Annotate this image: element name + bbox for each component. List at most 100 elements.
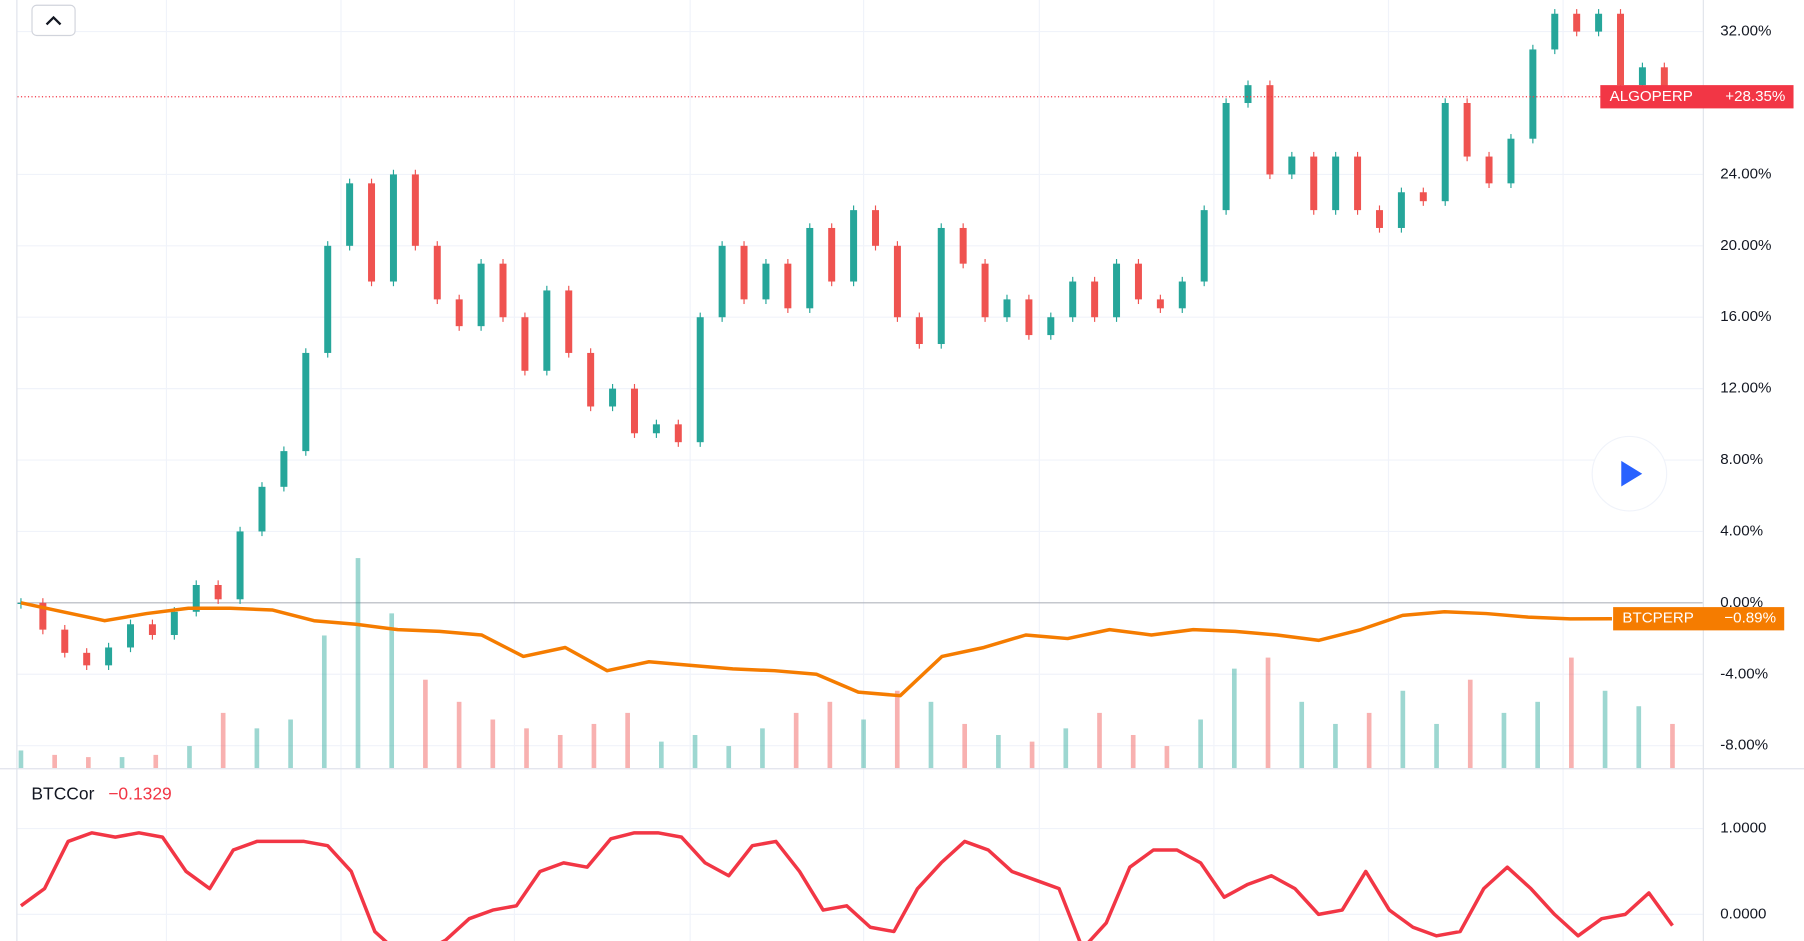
candle-body	[1595, 13, 1603, 32]
volume-bar	[1434, 723, 1439, 769]
candle-body	[1266, 85, 1274, 175]
play-button[interactable]	[1591, 435, 1668, 512]
candle-body	[39, 602, 47, 630]
candle-body	[455, 299, 463, 327]
volume-bar	[1400, 690, 1406, 769]
candle-body	[148, 624, 156, 635]
main-pane	[17, 9, 1703, 769]
volume-bar	[1670, 723, 1675, 769]
btc-line	[20, 601, 1612, 698]
indicator-value: −0.1329	[108, 784, 172, 804]
candle-body	[1200, 210, 1208, 282]
candle-body	[477, 263, 485, 327]
candle-body	[1222, 103, 1230, 211]
candle-body	[1573, 13, 1581, 32]
volume-bar	[1299, 701, 1305, 769]
volume-bar	[423, 679, 428, 769]
y-tick-label: 16.00%	[1720, 308, 1771, 325]
volume-bar	[153, 754, 159, 769]
candle-body	[1069, 281, 1077, 318]
volume-bar	[1029, 741, 1035, 769]
volume-bar	[355, 558, 361, 769]
candle-body	[630, 388, 638, 434]
volume-bar	[220, 712, 226, 769]
volume-bar	[1467, 679, 1473, 769]
candle-body	[389, 174, 397, 282]
grid	[17, 0, 1703, 941]
y-tick-label: 12.00%	[1720, 380, 1771, 397]
candle-body	[433, 245, 441, 300]
candle-body	[258, 486, 266, 532]
candle-body	[192, 585, 200, 612]
collapse-button[interactable]	[31, 4, 76, 37]
price-badge	[1600, 85, 1794, 109]
candle-body	[83, 652, 91, 666]
candle-body	[959, 227, 967, 264]
candle-body	[872, 210, 880, 246]
candle-body	[1463, 103, 1471, 157]
volume-bar	[1501, 712, 1507, 769]
volume-bar	[1333, 723, 1338, 769]
candle-body	[915, 317, 923, 345]
indicator-line	[19, 831, 1674, 941]
candle-body	[850, 210, 858, 282]
candle-body	[1485, 156, 1493, 184]
candle-body	[1617, 13, 1625, 86]
candle-body	[411, 174, 419, 246]
volume-bar	[321, 635, 327, 769]
y-tick-label: 32.00%	[1720, 23, 1771, 40]
y-tick-label: 1.0000	[1720, 820, 1766, 837]
indicator-pane	[19, 831, 1674, 941]
indicator-name: BTCCor	[31, 784, 94, 804]
candle-body	[302, 352, 310, 452]
candle-body	[61, 629, 69, 653]
candle-body	[1660, 67, 1668, 97]
candle-body	[1441, 103, 1449, 202]
candle-body	[762, 263, 770, 300]
candle-body	[1025, 299, 1033, 336]
badge-name: ALGOPERP	[1610, 88, 1693, 105]
candle-body	[1551, 13, 1559, 50]
volume-bar	[1366, 712, 1372, 769]
price-badge	[1613, 607, 1785, 631]
volume-bar	[996, 734, 1001, 769]
volume-bar	[928, 701, 934, 769]
candle-body	[1156, 299, 1164, 309]
volume-bar	[86, 757, 91, 769]
candle-body	[1003, 299, 1011, 318]
y-tick-label: 8.00%	[1720, 451, 1763, 468]
candle-body	[587, 352, 595, 407]
candle-body	[696, 317, 704, 443]
candle-body	[1397, 192, 1405, 228]
candle-body	[1332, 156, 1340, 211]
badge-name: BTCPERP	[1622, 610, 1693, 627]
volume-bar	[1569, 657, 1574, 769]
volume-bar	[1265, 657, 1271, 769]
candle-body	[784, 263, 792, 309]
collapse-icon	[45, 15, 62, 26]
collapse-button-box[interactable]	[31, 4, 76, 37]
y-tick-label: 20.00%	[1720, 237, 1771, 254]
candle-body	[1244, 85, 1252, 104]
candle-body	[236, 531, 244, 600]
badge-value: +28.35%	[1725, 88, 1785, 105]
volume-bar	[254, 728, 260, 769]
candle-body	[127, 624, 135, 648]
candle-body	[499, 263, 507, 318]
volume-bar	[557, 734, 563, 769]
volume-bar	[894, 690, 900, 769]
candle-body	[1134, 263, 1142, 300]
volume-bar	[1164, 746, 1170, 769]
play-icon	[1621, 460, 1643, 487]
candle-body	[1638, 67, 1646, 86]
volume-bar	[119, 757, 125, 769]
volume-bar	[861, 719, 866, 769]
badge-value: −0.89%	[1724, 610, 1776, 627]
candle-body	[368, 183, 376, 282]
volume-bar	[456, 701, 462, 769]
candle-body	[718, 245, 726, 318]
candle-body	[740, 245, 748, 300]
volume-bar	[389, 613, 395, 769]
candle-body	[674, 424, 682, 443]
